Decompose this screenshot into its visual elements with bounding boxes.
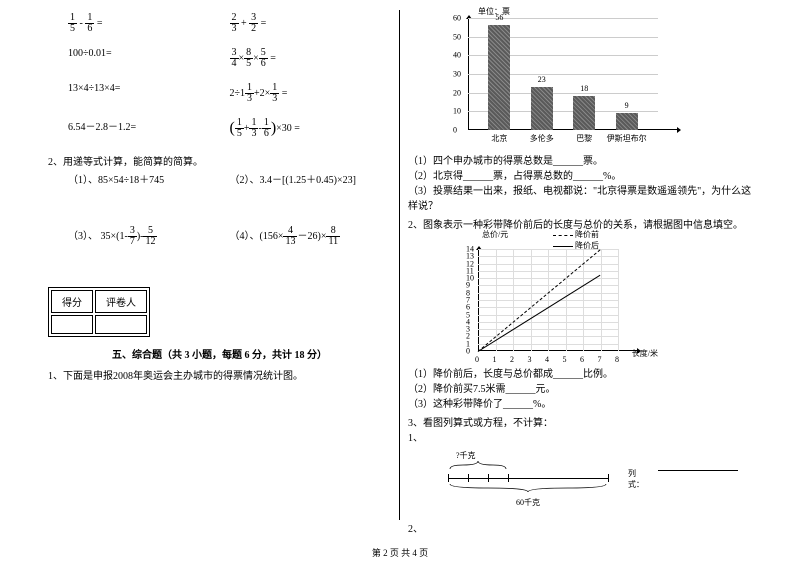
page-footer: 第 2 页 共 4 页 — [0, 546, 800, 559]
q3-intro: 3、看图列算式或方程，不计算： — [408, 414, 752, 429]
calc-item: 34×85×56 = — [230, 48, 392, 69]
eq-blank — [658, 470, 738, 471]
x-axis-label: 长度/米 — [632, 348, 658, 359]
q2-item: （3）、 35×(1-37)-512 — [68, 226, 230, 247]
city-label: 伊斯坦布尔 — [607, 133, 647, 144]
line-q2: （2）降价前买7.5米需______元。 — [408, 380, 752, 395]
city-label: 巴黎 — [564, 133, 604, 144]
eq-label: 列式： — [628, 468, 648, 490]
section5-title: 五、综合题（共 3 小题，每题 6 分，共计 18 分） — [48, 346, 391, 361]
line-q3: （3）这种彩带降价了______%。 — [408, 395, 752, 410]
weight-top-label: ?千克 — [456, 450, 648, 461]
q2-item: （2）、3.4－[(1.25＋0.45)×23] — [230, 171, 392, 186]
line-questions: （1）降价前后，长度与总价都成______比例。 （2）降价前买7.5米需___… — [408, 365, 752, 410]
q2-title: 2、用递等式计算，能简算的简算。 — [48, 153, 391, 168]
city-label: 北京 — [479, 133, 519, 144]
calc-item: 2÷113+2×13 = — [230, 83, 392, 104]
bar: 9 — [616, 113, 638, 130]
bar-q3: （3）投票结果一出来，报纸、电视都说："北京得票是数遥遥领先"，为什么这样说？ — [408, 182, 752, 212]
calc-item: 23 + 32 = — [230, 13, 392, 34]
q3-sub1: 1、 — [408, 429, 752, 444]
bar-q2: （2）北京得______票，占得票总数的______%。 — [408, 167, 752, 182]
bar-chart: 单位：票 010203040506056北京23多伦多18巴黎9伊斯坦布尔 — [438, 10, 678, 140]
calc-item: (15+13-16)×30 = — [230, 118, 392, 139]
bar: 18 — [573, 96, 595, 130]
calc-item: 13×4÷13×4= — [68, 83, 230, 104]
bar: 23 — [531, 87, 553, 130]
q3-sub2: 2、 — [408, 520, 752, 535]
calc-item: 6.54－2.8－1.2= — [68, 118, 230, 139]
score-box: 得分 评卷人 — [48, 287, 150, 337]
line-q1: （1）降价前后，长度与总价都成______比例。 — [408, 365, 752, 380]
calc-item: 100÷0.01= — [68, 48, 230, 69]
y-axis-label: 总价/元 — [482, 229, 508, 240]
solid-legend-icon — [553, 246, 573, 247]
weight-bottom-label: 60千克 — [448, 497, 608, 508]
weight-diagram: ?千克 ⋯⋯ 60千克 列式： — [448, 450, 648, 508]
reviewer-label: 评卷人 — [95, 290, 147, 313]
line-chart: 总价/元 降价前 降价后 012345678910111213140123456… — [458, 231, 638, 361]
q1-text: 1、下面是申报2008年奥运会主办城市的得票情况统计图。 — [48, 367, 391, 382]
dash-legend-icon — [553, 235, 573, 236]
bar: 56 — [488, 25, 510, 130]
bar-q1: （1）四个申办城市的得票总数是______票。 — [408, 152, 752, 167]
q2-item: （1）、85×54÷18＋745 — [68, 171, 230, 186]
calc-item: 15 - 16 = — [68, 13, 230, 34]
dash-legend-label: 降价前 — [575, 230, 599, 239]
x-axis — [478, 350, 638, 351]
city-label: 多伦多 — [522, 133, 562, 144]
q2-item: （4）、(156×413－26)×811 — [230, 226, 392, 247]
bar-questions: （1）四个申办城市的得票总数是______票。 （2）北京得______票，占得… — [408, 152, 752, 212]
score-label: 得分 — [51, 290, 93, 313]
legend: 降价前 降价后 — [553, 229, 599, 251]
left-column: 15 - 16 = 23 + 32 = 100÷0.01= 34×85×56 =… — [40, 10, 400, 520]
right-column: 单位：票 010203040506056北京23多伦多18巴黎9伊斯坦布尔 （1… — [400, 10, 760, 520]
mental-calc-block: 15 - 16 = 23 + 32 = 100÷0.01= 34×85×56 =… — [48, 13, 391, 139]
top-brace-icon — [448, 461, 508, 471]
